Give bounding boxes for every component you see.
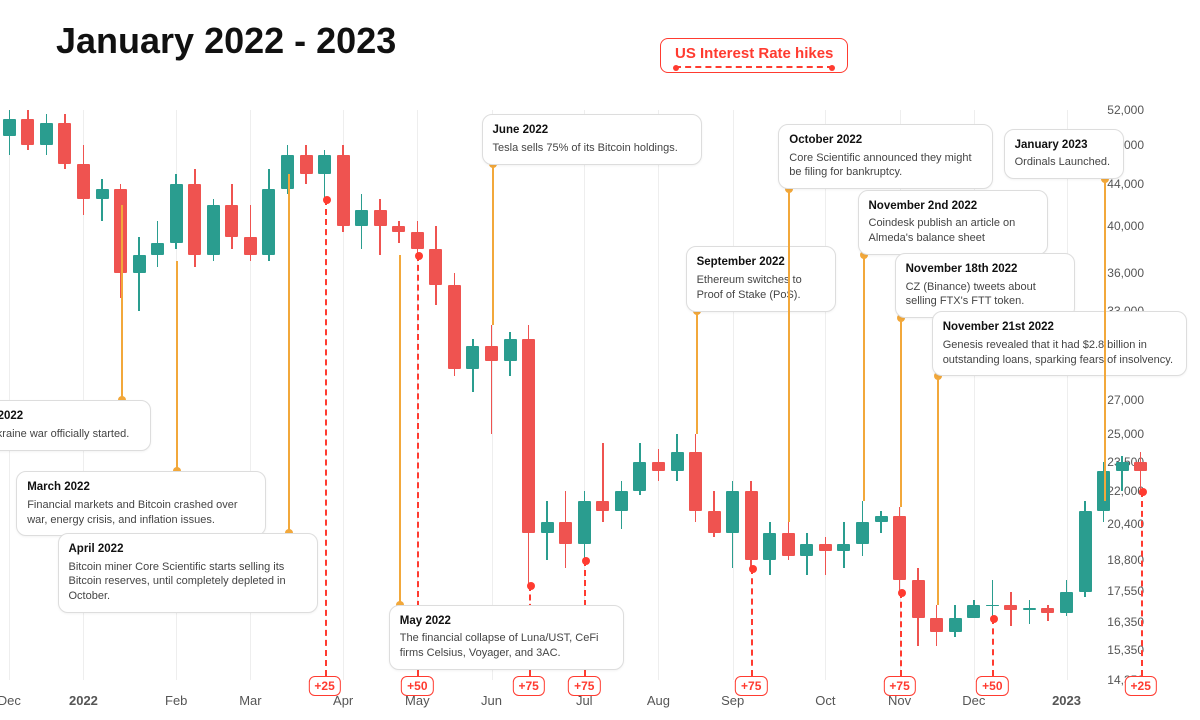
x-axis-label: Aug: [647, 693, 670, 708]
price-chart: 52,00048,00044,00040,00036,00033,00031,0…: [0, 110, 1150, 680]
callout-lead: [399, 255, 401, 605]
candle: [337, 110, 350, 680]
rate-hike-tag: +75: [512, 676, 544, 696]
plot-area: 52,00048,00044,00040,00036,00033,00031,0…: [0, 110, 1150, 680]
rate-hike-tag: +75: [568, 676, 600, 696]
callout-lead: [492, 164, 494, 325]
callout-lead: [788, 189, 790, 522]
rate-hike-line: [1141, 491, 1143, 676]
callout-lead: [696, 311, 698, 434]
candle: [763, 110, 776, 680]
rate-hike-line: [900, 592, 902, 676]
callout-lead: [863, 255, 865, 501]
rate-hike-tag: +50: [976, 676, 1008, 696]
candle: [504, 110, 517, 680]
candle: [1060, 110, 1073, 680]
event-callout: November 18th 2022CZ (Binance) tweets ab…: [895, 253, 1075, 318]
callout-lead: [288, 174, 290, 533]
candle: [541, 110, 554, 680]
x-axis-label: Feb: [165, 693, 187, 708]
event-callout: June 2022Tesla sells 75% of its Bitcoin …: [482, 114, 702, 164]
candle: [429, 110, 442, 680]
candle: [726, 110, 739, 680]
x-axis-label: 2023: [1052, 693, 1081, 708]
candle: [466, 110, 479, 680]
event-callout: January 2023Ordinals Launched.: [1004, 129, 1124, 179]
candle: [448, 110, 461, 680]
candle: [355, 110, 368, 680]
chart-title: January 2022 - 2023: [56, 20, 396, 62]
rate-hike-line: [992, 618, 994, 676]
rate-hike-tag: +25: [308, 676, 340, 696]
rate-hike-tag: +25: [1125, 676, 1157, 696]
candle: [837, 110, 850, 680]
candle: [596, 110, 609, 680]
x-axis-label: Jun: [481, 693, 502, 708]
event-callout: May 2022The financial collapse of Luna/U…: [389, 605, 624, 670]
callout-lead: [1104, 179, 1106, 501]
candle: [708, 110, 721, 680]
candle: [21, 110, 34, 680]
event-callout: November 21st 2022Genesis revealed that …: [932, 311, 1187, 376]
event-callout: March 2022Financial markets and Bitcoin …: [16, 471, 266, 536]
candle: [374, 110, 387, 680]
callout-lead: [937, 376, 939, 605]
event-callout: October 2022Core Scientific announced th…: [778, 124, 993, 189]
x-axis-label: 2022: [69, 693, 98, 708]
callout-lead: [900, 318, 902, 507]
candle: [40, 110, 53, 680]
candle: [652, 110, 665, 680]
candle: [559, 110, 572, 680]
rate-hike-tag: +75: [735, 676, 767, 696]
event-callout: Feb. 24, 2022Russia-Ukraine war official…: [0, 400, 151, 450]
candle: [819, 110, 832, 680]
rate-hike-tag: +50: [401, 676, 433, 696]
candle: [615, 110, 628, 680]
candle: [1116, 110, 1129, 680]
callout-lead: [121, 205, 123, 401]
candle: [800, 110, 813, 680]
event-callout: September 2022Ethereum switches to Proof…: [686, 246, 836, 311]
legend-rate-hikes: US Interest Rate hikes: [660, 38, 848, 73]
event-callout: November 2nd 2022Coindesk publish an art…: [858, 190, 1048, 255]
rate-hike-line: [751, 568, 753, 676]
event-callout: April 2022Bitcoin miner Core Scientific …: [58, 533, 318, 613]
rate-hike-line: [325, 199, 327, 676]
x-axis-label: Mar: [239, 693, 261, 708]
rate-hike-tag: +75: [883, 676, 915, 696]
candle: [671, 110, 684, 680]
candle: [1079, 110, 1092, 680]
x-axis-label: Oct: [815, 693, 835, 708]
callout-lead: [176, 261, 178, 471]
x-axis-label: Dec: [0, 693, 21, 708]
candle: [633, 110, 646, 680]
candle: [3, 110, 16, 680]
